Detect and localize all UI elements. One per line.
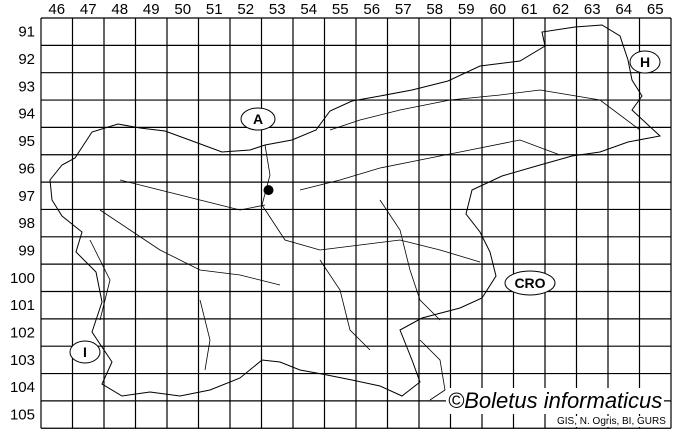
column-label: 59 — [458, 1, 475, 18]
country-label-text: CRO — [514, 275, 545, 291]
column-label: 53 — [269, 1, 286, 18]
column-label: 49 — [143, 1, 160, 18]
column-label: 60 — [489, 1, 506, 18]
country-oval — [504, 270, 556, 296]
country-label-italy: I — [69, 340, 101, 364]
country-oval — [629, 50, 661, 74]
country-border — [49, 24, 662, 397]
column-label: 55 — [332, 1, 349, 18]
country-label-text: H — [640, 54, 650, 70]
country-label-hungary: H — [629, 50, 661, 74]
column-label: 47 — [80, 1, 97, 18]
row-label: 98 — [18, 215, 35, 232]
country-label-austria: A — [240, 107, 276, 131]
column-label: 58 — [426, 1, 443, 18]
country-label-text: I — [83, 344, 87, 360]
row-label: 97 — [18, 188, 35, 205]
column-label: 52 — [237, 1, 254, 18]
rivers — [89, 89, 641, 401]
copyright-text: ©Boletus informaticus — [446, 388, 665, 414]
country-label-croatia: CRO — [504, 270, 556, 296]
column-label: 64 — [615, 1, 632, 18]
row-label: 93 — [18, 78, 35, 95]
column-label: 46 — [48, 1, 65, 18]
column-label: 56 — [363, 1, 380, 18]
row-label: 102 — [10, 325, 35, 342]
grid-labels: 46 47 48 49 50 51 52 53 54 55 56 57 58 59 60 61 62 63 64 65… — [10, 1, 664, 424]
row-label: 96 — [18, 160, 35, 177]
row-label: 103 — [10, 352, 35, 369]
credits-text: GIS, N. Ogris, BI, GURS — [556, 416, 667, 427]
column-label: 61 — [521, 1, 538, 18]
country-label-text: A — [253, 111, 263, 127]
row-label: 91 — [18, 24, 35, 41]
column-label: 48 — [111, 1, 128, 18]
column-label: 57 — [395, 1, 412, 18]
row-label: 94 — [18, 106, 35, 123]
row-label: 95 — [18, 133, 35, 150]
country-oval — [69, 340, 101, 364]
row-label: 92 — [18, 51, 35, 68]
utm-grid — [40, 17, 672, 429]
column-label: 63 — [584, 1, 601, 18]
column-label: 62 — [552, 1, 569, 18]
row-label: 105 — [10, 407, 35, 424]
row-label: 100 — [10, 270, 35, 287]
column-label: 65 — [647, 1, 664, 18]
column-label: 51 — [206, 1, 223, 18]
column-label: 50 — [174, 1, 191, 18]
record-dot — [263, 185, 274, 196]
row-label: 104 — [10, 379, 35, 396]
column-label: 54 — [300, 1, 317, 18]
country-oval — [240, 107, 276, 131]
row-label: 99 — [18, 242, 35, 259]
row-label: 101 — [10, 297, 35, 314]
